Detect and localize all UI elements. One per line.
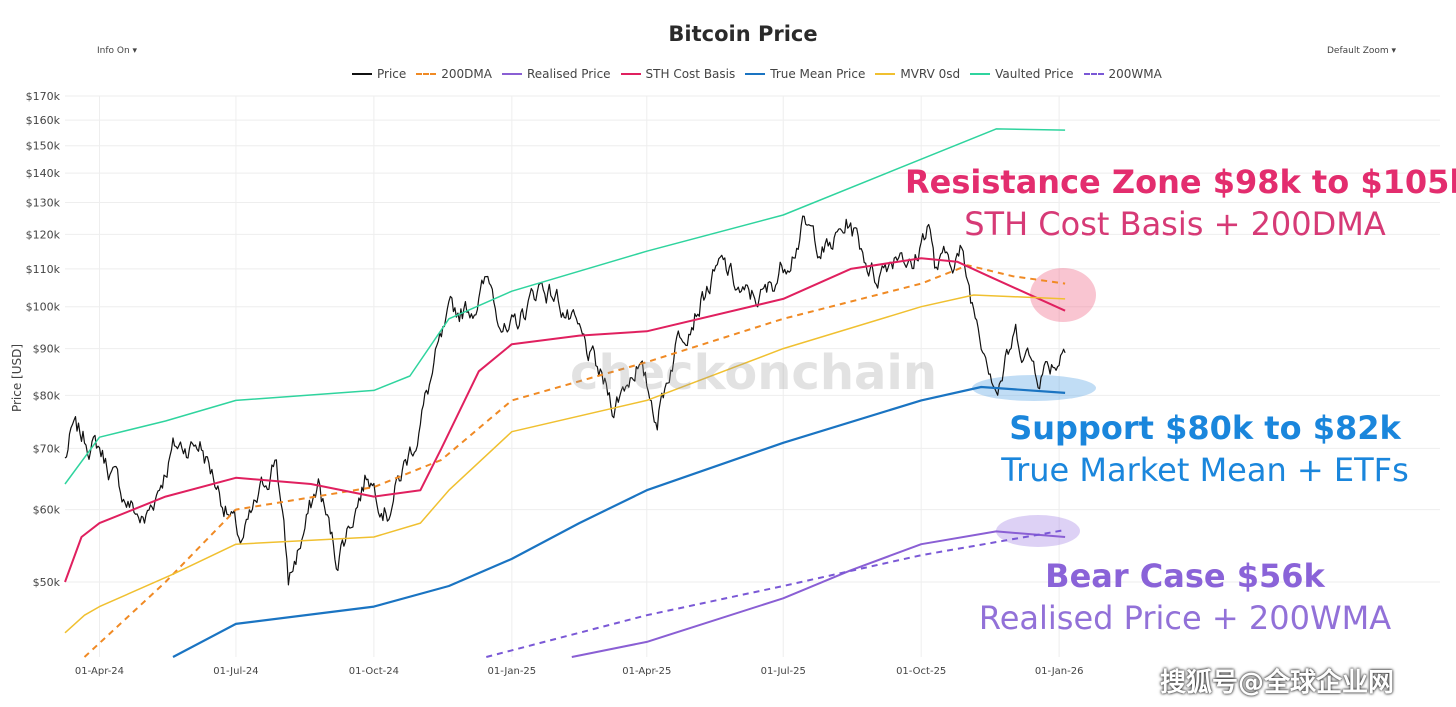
- series-lines: [64, 128, 1066, 658]
- y-tick-label: $90k: [33, 343, 61, 356]
- legend-swatch: [620, 73, 641, 75]
- legend-swatch: [1083, 73, 1104, 75]
- y-axis: $50k $60k $70k $80k $90k $100k $110k $120k $130k…: [26, 90, 61, 589]
- bear-case-heading: Bear Case $56k: [1045, 557, 1325, 595]
- bear-case-subtitle: Realised Price + 200WMA: [978, 599, 1392, 637]
- corner-watermark: 搜狐号@全球企业网: [1160, 668, 1395, 698]
- zoom-dropdown[interactable]: Default Zoom ▾: [1327, 46, 1397, 56]
- resistance-zone-highlight: [1030, 268, 1096, 322]
- y-tick-label: $70k: [33, 442, 61, 455]
- resistance-subtitle: STH Cost Basis + 200DMA: [964, 205, 1386, 243]
- legend-label: MVRV 0sd: [900, 67, 961, 81]
- chart-title: Bitcoin Price: [668, 22, 818, 46]
- series-line-price: [64, 215, 1066, 586]
- x-axis: 01-Apr-24 01-Jul-24 01-Oct-24 01-Jan-25 01-A…: [75, 666, 1084, 677]
- y-tick-label: $80k: [33, 389, 61, 402]
- x-tick-label: 01-Apr-24: [75, 666, 124, 677]
- series-line-mvrv-0sd: [64, 294, 1066, 634]
- legend-item-sth-cost-basis[interactable]: STH Cost Basis: [620, 67, 736, 81]
- legend-swatch: [502, 73, 522, 75]
- watermark: checkonchain: [570, 345, 938, 401]
- support-subtitle: True Market Mean + ETFs: [1001, 451, 1409, 489]
- y-tick-label: $110k: [26, 263, 61, 276]
- info-toggle-dropdown[interactable]: Info On ▾: [97, 46, 138, 56]
- x-tick-label: 01-Jul-24: [213, 666, 258, 677]
- y-tick-label: $60k: [33, 504, 61, 517]
- x-tick-label: 01-Jul-25: [761, 666, 806, 677]
- legend-swatch: [352, 73, 372, 75]
- x-tick-label: 01-Jan-26: [1035, 666, 1084, 677]
- y-tick-label: $130k: [26, 197, 61, 210]
- legend-label: 200DMA: [441, 67, 492, 81]
- bear-case-zone-highlight: [996, 515, 1080, 547]
- y-tick-label: $50k: [33, 576, 61, 589]
- x-tick-label: 01-Jan-25: [488, 666, 537, 677]
- legend-swatch: [416, 73, 437, 75]
- legend-item-200dma[interactable]: 200DMA: [416, 67, 492, 81]
- bear-case-annotation: Bear Case $56k Realised Price + 200WMA: [965, 560, 1405, 634]
- legend: Price 200DMA Realised Price STH Cost Basis T…: [352, 67, 1162, 81]
- x-tick-label: 01-Apr-25: [622, 666, 671, 677]
- y-tick-label: $120k: [26, 228, 61, 241]
- legend-label: True Mean Price: [770, 67, 866, 81]
- x-tick-label: 01-Oct-25: [896, 666, 946, 677]
- legend-label: Realised Price: [527, 67, 611, 81]
- resistance-heading: Resistance Zone $98k to $105k: [905, 163, 1456, 201]
- y-tick-label: $160k: [26, 114, 61, 127]
- legend-label: STH Cost Basis: [645, 67, 736, 81]
- series-line-sth-cost-basis: [64, 257, 1066, 583]
- x-tick-label: 01-Oct-24: [349, 666, 399, 677]
- series-line-true-mean-price: [172, 385, 1066, 658]
- legend-item-200wma[interactable]: 200WMA: [1083, 67, 1162, 81]
- y-tick-label: $170k: [26, 90, 61, 103]
- y-axis-label: Price [USD]: [10, 344, 24, 412]
- resistance-annotation: Resistance Zone $98k to $105k STH Cost B…: [905, 163, 1456, 243]
- series-line-vaulted-price: [64, 128, 1066, 485]
- legend-swatch: [745, 73, 766, 75]
- legend-item-realised-price[interactable]: Realised Price: [502, 67, 611, 81]
- series-line-200dma: [83, 264, 1066, 658]
- legend-label: Vaulted Price: [995, 67, 1074, 81]
- legend-item-price[interactable]: Price: [352, 67, 406, 81]
- y-tick-label: $140k: [26, 167, 61, 180]
- support-zone-highlight: [972, 375, 1096, 401]
- support-annotation: Support $80k to $82k True Market Mean + …: [990, 412, 1420, 486]
- y-tick-label: $100k: [26, 301, 61, 314]
- y-tick-label: $150k: [26, 140, 61, 153]
- series-line-200wma: [486, 529, 1066, 658]
- legend-item-vaulted-price[interactable]: Vaulted Price: [970, 67, 1074, 81]
- legend-swatch: [875, 73, 896, 75]
- legend-item-mvrv-0sd[interactable]: MVRV 0sd: [875, 67, 960, 81]
- legend-item-true-mean-price[interactable]: True Mean Price: [745, 67, 865, 81]
- legend-label: 200WMA: [1108, 67, 1162, 81]
- legend-swatch: [970, 73, 991, 75]
- support-heading: Support $80k to $82k: [1009, 409, 1401, 447]
- legend-label: Price: [377, 67, 407, 81]
- highlight-zones: [972, 268, 1096, 547]
